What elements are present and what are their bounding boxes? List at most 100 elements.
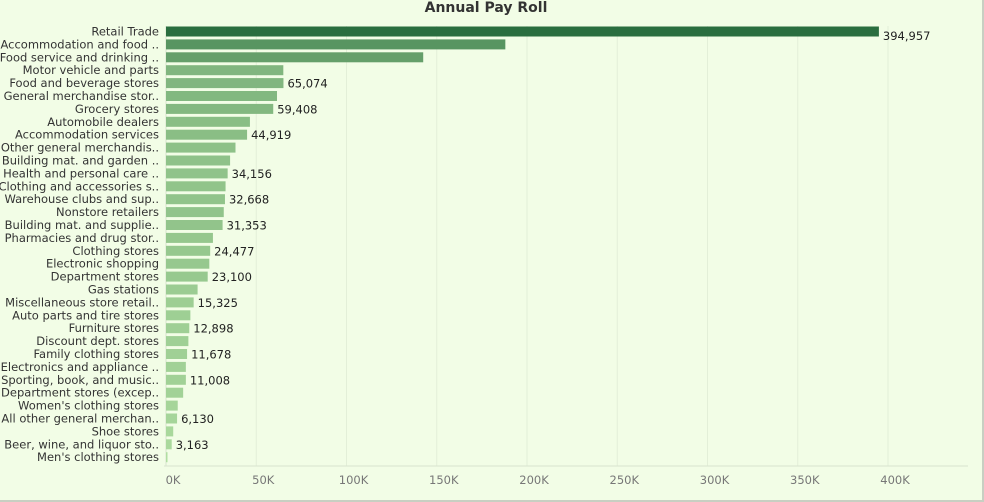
category-label: Discount dept. stores xyxy=(36,334,159,348)
data-label: 394,957 xyxy=(883,29,931,43)
data-label: 6,130 xyxy=(181,412,214,426)
bar[interactable] xyxy=(166,168,228,179)
category-label: Women's clothing stores xyxy=(18,399,159,413)
x-tick-label: 200K xyxy=(519,473,549,487)
category-label: Department stores (excep.. xyxy=(1,386,159,400)
data-label: 65,074 xyxy=(287,77,327,91)
bar[interactable] xyxy=(166,361,186,372)
category-label: Gas stations xyxy=(88,283,159,297)
bar[interactable] xyxy=(166,103,274,114)
category-label: Nonstore retailers xyxy=(56,205,159,219)
bar[interactable] xyxy=(166,207,224,218)
bar[interactable] xyxy=(166,245,211,256)
x-tick-label: 100K xyxy=(339,473,369,487)
bar[interactable] xyxy=(166,39,506,50)
bar[interactable] xyxy=(166,129,248,140)
data-label: 12,898 xyxy=(193,322,233,336)
bar[interactable] xyxy=(166,155,231,166)
category-label: Accommodation and food .. xyxy=(1,37,160,51)
x-axis-ticks: 0K 50K 100K 150K 200K 250K 300K 350K 400K xyxy=(166,473,911,487)
category-label: All other general merchan.. xyxy=(1,412,159,426)
bar[interactable] xyxy=(166,258,210,269)
data-label: 3,163 xyxy=(176,438,209,452)
bar[interactable] xyxy=(166,452,168,463)
category-label: Retail Trade xyxy=(91,25,159,39)
category-label: Food and beverage stores xyxy=(9,76,159,90)
category-label: Auto parts and tire stores xyxy=(12,308,159,322)
bar[interactable] xyxy=(166,116,250,127)
bar[interactable] xyxy=(166,26,879,37)
bar[interactable] xyxy=(166,194,225,205)
bar[interactable] xyxy=(166,65,284,76)
x-tick-label: 350K xyxy=(790,473,820,487)
category-label: General merchandise stor.. xyxy=(4,89,159,103)
category-label: Men's clothing stores xyxy=(37,450,159,464)
category-label: Sporting, book, and music.. xyxy=(1,373,159,387)
category-label: Food service and drinking .. xyxy=(0,50,159,64)
data-label: 32,668 xyxy=(229,193,269,207)
x-tick-label: 0K xyxy=(166,473,181,487)
x-tick-label: 250K xyxy=(610,473,640,487)
category-label: Department stores xyxy=(51,270,159,284)
bar[interactable] xyxy=(166,374,186,385)
bar[interactable] xyxy=(166,336,189,347)
bar[interactable] xyxy=(166,400,178,411)
bar[interactable] xyxy=(166,52,424,63)
bar[interactable] xyxy=(166,297,194,308)
chart-title: Annual Pay Roll xyxy=(425,0,548,16)
category-label: Building mat. and garden .. xyxy=(2,154,159,168)
category-label: Clothing and accessories s.. xyxy=(0,179,159,193)
category-label: Health and personal care .. xyxy=(3,166,159,180)
bar[interactable] xyxy=(166,220,223,230)
category-label: Shoe stores xyxy=(92,424,159,438)
category-label: Clothing stores xyxy=(72,244,159,258)
value-labels: 394,957 65,074 59,408 44,919 34,156 32,668 31,… xyxy=(176,29,931,452)
x-tick-label: 300K xyxy=(700,473,730,487)
bar[interactable] xyxy=(166,349,188,359)
bar[interactable] xyxy=(166,284,198,295)
bar[interactable] xyxy=(166,323,190,334)
category-label: Accommodation services xyxy=(15,128,159,142)
bar[interactable] xyxy=(166,232,213,243)
bar[interactable] xyxy=(166,310,191,321)
data-label: 11,008 xyxy=(190,373,230,387)
data-label: 24,477 xyxy=(214,244,254,258)
category-label: Family clothing stores xyxy=(33,347,159,361)
category-label: Other general merchandis.. xyxy=(1,141,159,155)
bar[interactable] xyxy=(166,91,278,101)
bar[interactable] xyxy=(166,181,226,192)
category-label: Pharmacies and drug stor.. xyxy=(5,231,159,245)
bar[interactable] xyxy=(166,78,284,89)
category-label: Electronics and appliance .. xyxy=(1,360,159,374)
data-label: 15,325 xyxy=(198,296,238,310)
category-label: Grocery stores xyxy=(75,102,159,116)
bar[interactable] xyxy=(166,271,208,282)
data-label: 34,156 xyxy=(232,167,272,181)
category-label: Warehouse clubs and sup.. xyxy=(4,192,159,206)
bars xyxy=(166,26,879,463)
category-label: Building mat. and supplie.. xyxy=(5,218,159,232)
data-label: 31,353 xyxy=(227,219,267,233)
category-label: Electronic shopping xyxy=(46,257,159,271)
data-label: 23,100 xyxy=(212,270,252,284)
x-tick-label: 400K xyxy=(880,473,910,487)
data-label: 11,678 xyxy=(191,348,231,362)
category-label: Miscellaneous store retail.. xyxy=(5,295,159,309)
bar[interactable] xyxy=(166,426,174,437)
x-tick-label: 50K xyxy=(252,473,275,487)
category-label: Furniture stores xyxy=(69,321,159,335)
bar[interactable] xyxy=(166,387,184,398)
bar[interactable] xyxy=(166,142,236,153)
category-label: Automobile dealers xyxy=(47,115,159,129)
bar[interactable] xyxy=(166,439,172,450)
category-label: Motor vehicle and parts xyxy=(23,63,159,77)
data-label: 59,408 xyxy=(277,102,317,116)
bar[interactable] xyxy=(166,413,178,424)
gridlines xyxy=(164,26,968,467)
x-tick-label: 150K xyxy=(429,473,459,487)
data-label: 44,919 xyxy=(251,128,291,142)
category-label: Beer, wine, and liquor sto.. xyxy=(4,437,159,451)
